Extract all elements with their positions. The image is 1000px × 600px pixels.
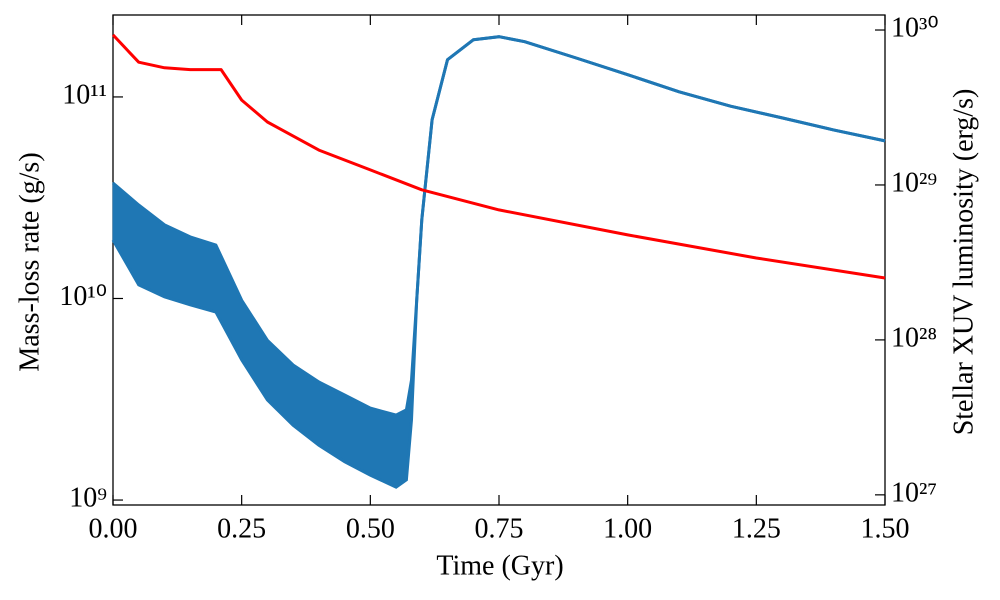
y2-tick-label: 10²⁷	[891, 477, 937, 508]
x-tick-label: 1.50	[861, 513, 910, 544]
x-tick-label: 0.00	[89, 513, 138, 544]
series-lower-line	[111, 35, 886, 489]
series-line	[112, 35, 886, 417]
y-tick-label: 10¹¹	[62, 79, 107, 110]
y2-tick-label: 10²⁸	[891, 322, 937, 353]
y-tick-label: 10⁹	[69, 482, 107, 513]
y2-tick-label: 10²⁹	[891, 167, 937, 198]
x-axis-label: Time (Gyr)	[436, 550, 563, 581]
y-tick-label: 10¹⁰	[59, 281, 107, 312]
y-axis-label: Mass-loss rate (g/s)	[14, 152, 45, 371]
x-tick-label: 1.00	[603, 513, 652, 544]
x-tick-label: 0.25	[217, 513, 266, 544]
x-tick-label: 0.50	[346, 513, 395, 544]
x-tick-label: 1.25	[732, 513, 781, 544]
x-tick-label: 0.75	[475, 513, 524, 544]
y2-tick-label: 10³⁰	[891, 12, 939, 43]
y2-axis-label: Stellar XUV luminosity (erg/s)	[948, 89, 979, 436]
series-band	[112, 36, 886, 488]
series-line	[111, 33, 886, 280]
